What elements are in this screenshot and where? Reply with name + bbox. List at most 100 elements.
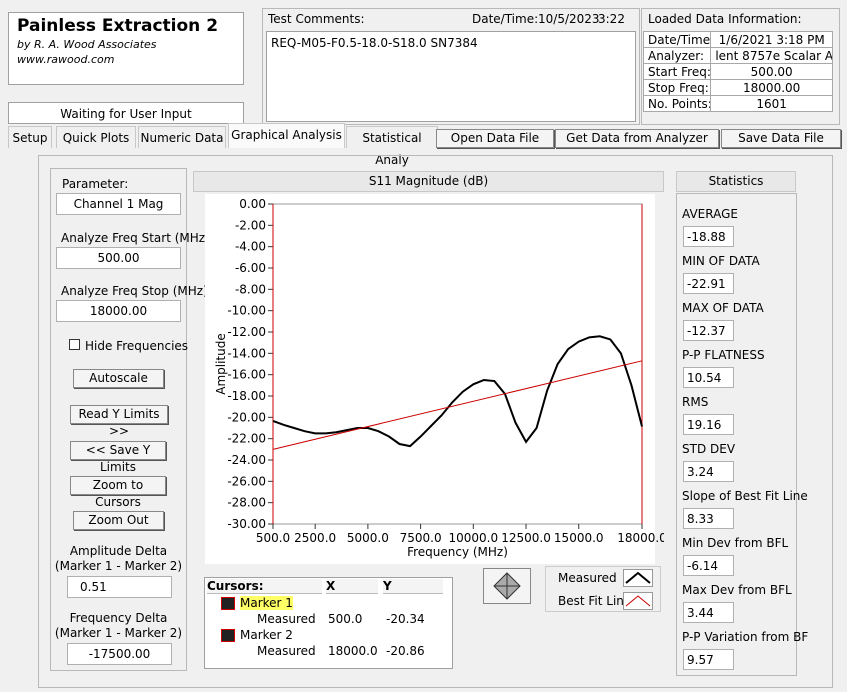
analyzer-button[interactable]: Get Data from Analyzer (555, 129, 719, 148)
stat-value: -6.14 (683, 555, 734, 576)
loaded-value: 1/6/2021 3:18 PM (710, 31, 833, 48)
url: www.rawood.com (17, 53, 115, 66)
chart-title: S11 Magnitude (dB) (193, 171, 664, 192)
hide-label: Hide Frequencies (85, 339, 189, 353)
title-box (8, 12, 244, 85)
stat-value: 3.24 (683, 461, 734, 482)
start-input[interactable]: 500.00 (56, 247, 181, 269)
open-button[interactable]: Open Data File (436, 129, 554, 148)
stat-label: AVERAGE (682, 207, 738, 221)
stat-value: 9.57 (683, 649, 734, 670)
x-tick-label: 2500.0 (294, 531, 336, 545)
cursor-y: -20.34 (386, 612, 425, 626)
stop-input[interactable]: 18000.00 (56, 300, 181, 322)
status: Waiting for User Input (8, 102, 244, 124)
stat-value: 10.54 (683, 367, 734, 388)
cursor-plot: Measured (257, 644, 316, 658)
y-tick-label: -16.00 (227, 368, 266, 382)
datetime-label: Date/Time: (472, 12, 539, 26)
series-line (272, 335, 643, 448)
x-tick-label: 15000.0 (554, 531, 604, 545)
stat-label: P-P FLATNESS (682, 348, 765, 362)
cursor-y: -20.86 (386, 644, 425, 658)
action-button[interactable]: Zoom Out (73, 511, 164, 530)
freq-value: -17500.00 (67, 643, 172, 665)
legend-icon (625, 595, 651, 607)
cursor-header: Cursors: (207, 579, 322, 594)
tab[interactable]: Numeric Data (138, 126, 226, 148)
loaded-key: No. Points: (642, 95, 712, 112)
marker-icon (221, 629, 235, 642)
tab[interactable]: Graphical Analysis (228, 123, 345, 148)
cursor-x: 500.0 (328, 612, 363, 626)
y-tick-label: -14.00 (227, 346, 266, 360)
plot-background (205, 194, 655, 564)
stat-label: Slope of Best Fit Line (682, 489, 808, 503)
loaded-value: 18000.00 (710, 79, 833, 96)
x-tick-label: 500.0 (256, 531, 290, 545)
company: by R. A. Wood Associates (17, 38, 157, 51)
y-axis-label: Amplitude (214, 333, 228, 395)
stop-label: Analyze Freq Stop (MHz) (61, 284, 208, 298)
action-button[interactable]: Read Y Limits >> (70, 405, 168, 438)
loaded-panel (641, 8, 840, 125)
y-tick-label: -8.00 (235, 282, 266, 296)
x-tick-label: 5000.0 (347, 531, 389, 545)
marker-name: Marker 1 (240, 596, 293, 610)
diamond-icon (493, 572, 521, 600)
app-title: Painless Extraction 2 (17, 16, 219, 36)
x-tick-label: 10000.0 (449, 531, 499, 545)
y-tick-label: -4.00 (235, 240, 266, 254)
tab[interactable]: Quick Plots (56, 126, 136, 148)
y-tick-label: -30.00 (227, 517, 266, 531)
comments-text: REQ-M05-F0.5-18.0-S18.0 SN7384 (271, 36, 478, 50)
stat-label: Max Dev from BFL (682, 583, 792, 597)
param-select[interactable]: Channel 1 Mag (56, 193, 181, 215)
stats-panel (676, 193, 797, 676)
action-button[interactable]: Autoscale (73, 369, 164, 388)
loaded-value: lent 8757e Scalar Analy (710, 47, 833, 64)
tab[interactable]: Statistical Analy (346, 126, 438, 167)
loaded-key: Analyzer: (642, 47, 712, 64)
action-button[interactable]: Zoom to Cursors (70, 476, 166, 509)
x-tick-label: 18000.0 (617, 531, 664, 545)
y-tick-label: -28.00 (227, 496, 266, 510)
amp-sub: (Marker 1 - Marker 2) (54, 559, 183, 573)
loaded-value: 500.00 (710, 63, 833, 80)
date: 10/5/2023 (538, 12, 600, 26)
y-tick-label: -24.00 (227, 453, 266, 467)
cursor-plot: Measured (257, 612, 316, 626)
loaded-key: Stop Freq: (642, 79, 712, 96)
y-tick-label: -2.00 (235, 218, 266, 232)
y-tick-label: -6.00 (235, 261, 266, 275)
comments-box[interactable] (266, 31, 636, 122)
stat-label: RMS (682, 395, 709, 409)
comments-label: Test Comments: (268, 12, 365, 26)
loaded-row: Analyzer:lent 8757e Scalar Analy (642, 47, 833, 64)
marker-icon (221, 597, 235, 610)
stat-label: MIN OF DATA (682, 254, 760, 268)
amp-value: 0.51 (67, 576, 172, 598)
cursor-move-button[interactable] (483, 568, 531, 604)
stat-label: Min Dev from BFL (682, 536, 789, 550)
stat-label: P-P Variation from BF (682, 630, 809, 644)
action-button[interactable]: << Save Y Limits (70, 441, 166, 474)
y-tick-label: -12.00 (227, 325, 266, 339)
marker-name: Marker 2 (240, 628, 293, 642)
control-panel (50, 168, 187, 671)
legend (545, 566, 661, 612)
cursor-header: Y (383, 579, 443, 594)
loaded-key: Start Freq: (642, 63, 712, 80)
loaded-table: Date/Time: 1/6/2021 3:18 PM Analyzer: lent … (642, 31, 833, 112)
checkbox[interactable] (69, 339, 80, 350)
loaded-row: No. Points: 1601 (642, 95, 833, 112)
loaded-value: 1601 (710, 95, 833, 112)
stat-label: MAX OF DATA (682, 301, 764, 315)
tab[interactable]: Setup (8, 126, 52, 148)
legend-swatch (623, 592, 653, 610)
time: 3:22 (598, 12, 625, 26)
x-tick-label: 12500.0 (501, 531, 551, 545)
stat-value: 8.33 (683, 508, 734, 529)
save-button[interactable]: Save Data File (721, 129, 841, 148)
stat-value: -12.37 (683, 320, 734, 341)
